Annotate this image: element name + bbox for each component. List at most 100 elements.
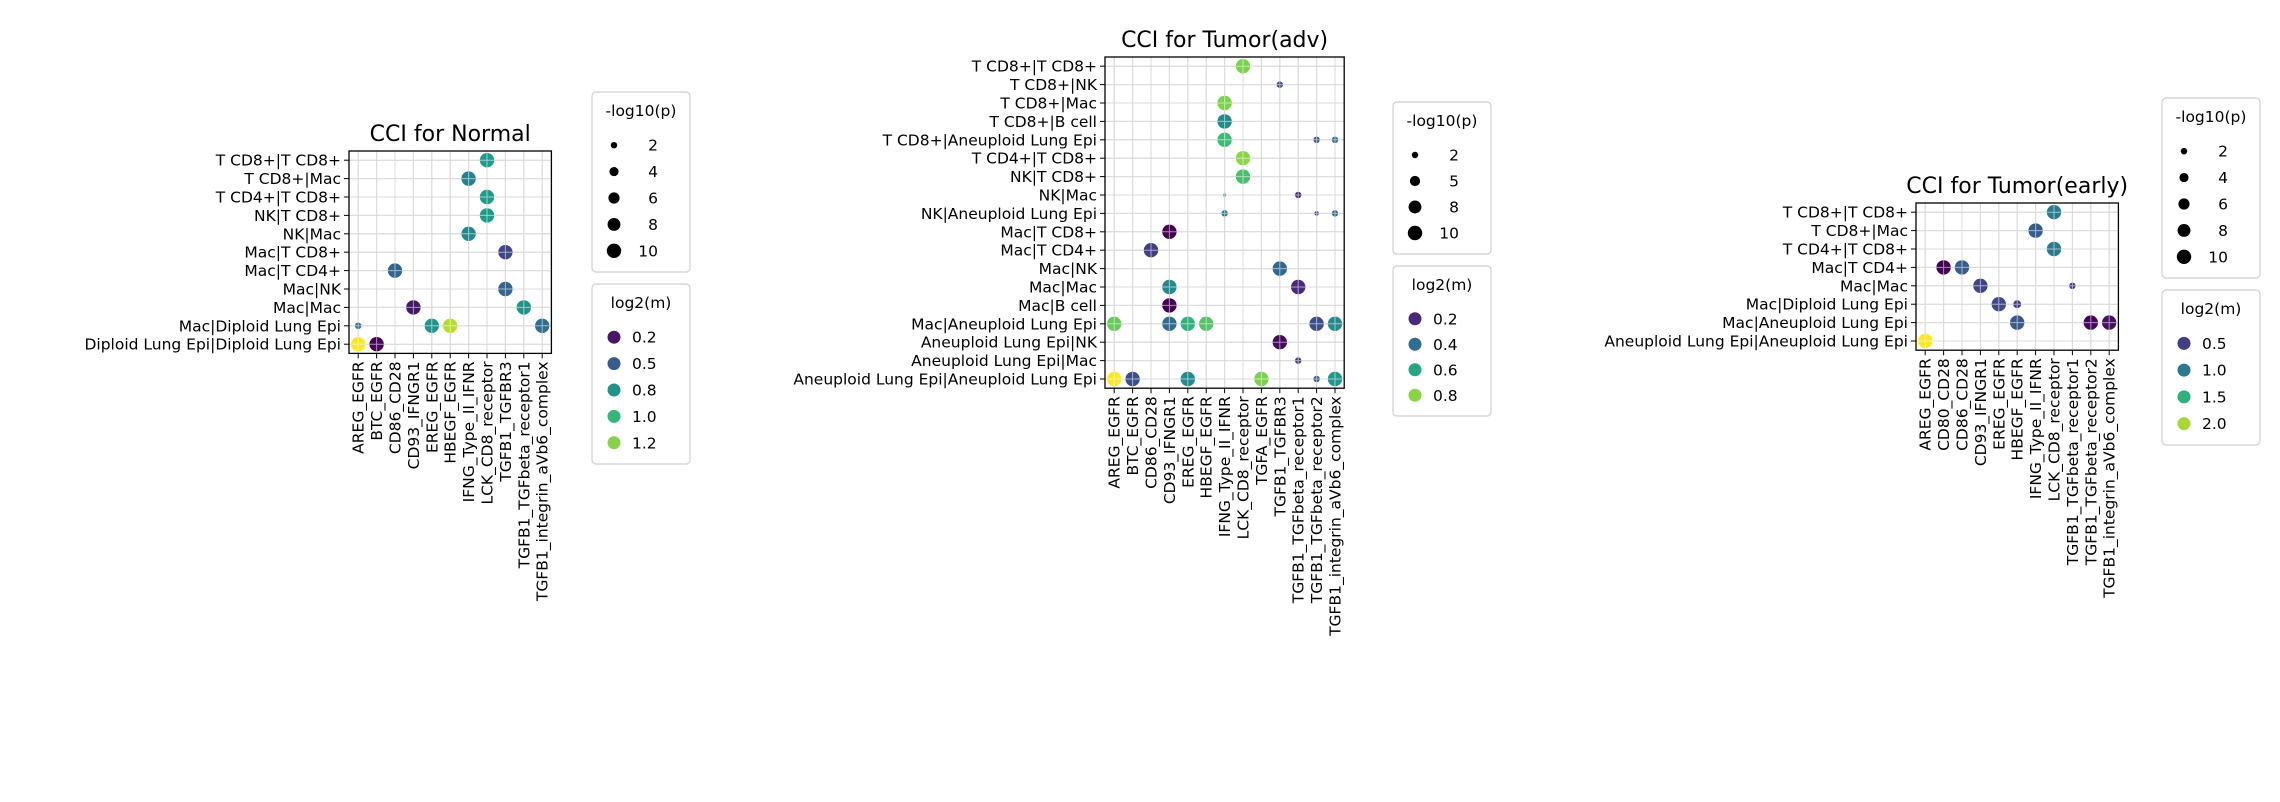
gridlines-overlay	[1105, 57, 1345, 389]
x-tick-label: CD80_CD28	[1935, 358, 1954, 451]
x-tick-label: LCK_CD8_receptor	[2046, 358, 2065, 502]
y-tick-label: NK|Mac	[1039, 187, 1097, 205]
x-tick-label: CD86_CD28	[387, 361, 406, 454]
x-tick-label: TGFB1_integrin_aVb6_complex	[1327, 396, 1346, 637]
x-tick-label: AREG_EGFR	[350, 361, 369, 454]
x-tick-label: BTC_EGFR	[1124, 396, 1143, 475]
y-tick-label: T CD8+|T CD8+	[215, 152, 341, 170]
size-legend-box	[1392, 101, 1492, 255]
y-tick-label: Mac|Diploid Lung Epi	[1746, 296, 1908, 314]
size-legend-label: 6	[648, 190, 658, 208]
x-tick-label: TGFB1_TGFBR3	[1271, 396, 1290, 517]
x-tick-label: CD86_CD28	[1143, 396, 1162, 489]
color-legend-marker	[1408, 312, 1422, 326]
x-tick-label: TGFB1_integrin_aVb6_complex	[2101, 358, 2120, 599]
size-legend-marker	[1411, 151, 1419, 159]
plot-frame	[1915, 202, 2120, 351]
color-legend-label: 1.2	[632, 434, 657, 452]
color-legend-marker	[2177, 336, 2191, 350]
x-tick-label: IFNG_Type_II_IFNR	[460, 361, 479, 502]
size-legend-marker	[1408, 200, 1422, 214]
size-legend-label: 2	[648, 137, 658, 155]
size-legend: -log10(p) 2 4 6 8 10	[2161, 97, 2261, 279]
y-tick-label: T CD8+|Mac	[999, 95, 1097, 113]
color-legend-marker	[1408, 388, 1422, 402]
color-legend-marker	[607, 357, 621, 371]
color-legend-title: log2(m)	[1412, 276, 1473, 294]
y-tick-label: Mac|Aneuploid Lung Epi	[1722, 314, 1908, 332]
y-tick-label: T CD8+|T CD8+	[1782, 204, 1908, 222]
x-tick-label: EREG_EGFR	[423, 361, 442, 453]
size-legend-label: 10	[638, 242, 658, 260]
size-legend-label: 5	[1449, 173, 1459, 191]
color-legend-label: 0.4	[1433, 336, 1458, 354]
y-tick-label: T CD4+|T CD8+	[1782, 241, 1908, 259]
x-tick-label: TGFB1_TGFbeta_receptor1	[515, 361, 534, 569]
y-tick-label: Mac|Mac	[273, 299, 341, 317]
panel-tumor-adv: CCI for Tumor(adv) T CD8+|T CD8+T CD8+|NK…	[793, 28, 1492, 637]
x-tick-label: HBEGF_EGFR	[1198, 396, 1217, 498]
size-legend-marker	[610, 141, 618, 149]
chart-title: CCI for Tumor(adv)	[1121, 28, 1328, 53]
size-legend-label: 6	[2218, 196, 2228, 214]
x-tick-label: TGFA_EGFR	[1253, 396, 1272, 486]
color-legend-box	[1392, 265, 1492, 417]
y-tick-label: Mac|T CD4+	[1000, 242, 1097, 260]
x-tick-label: AREG_EGFR	[1917, 358, 1936, 451]
color-legend-marker	[607, 383, 621, 397]
size-legend-label: 10	[1439, 225, 1459, 243]
color-legend-label: 2.0	[2202, 415, 2227, 433]
y-tick-label: T CD8+|T CD8+	[971, 58, 1097, 76]
size-legend-marker	[606, 243, 622, 258]
color-legend: log2(m) 0.2 0.5 0.8 1.0 1.2	[591, 283, 691, 465]
y-tick-label: T CD8+|B cell	[989, 113, 1097, 131]
x-tick-label: AREG_EGFR	[1106, 396, 1125, 489]
color-legend-box	[2161, 289, 2261, 446]
color-legend-title: log2(m)	[2181, 300, 2242, 318]
x-tick-label: TGFB1_TGFBR3	[497, 361, 516, 482]
y-tick-label: T CD8+|Aneuploid Lung Epi	[882, 131, 1097, 149]
color-legend-label: 0.8	[1433, 387, 1458, 405]
y-tick-label: T CD8+|NK	[1009, 76, 1098, 94]
y-tick-label: Aneuploid Lung Epi|Aneuploid Lung Epi	[1604, 333, 1908, 351]
plot-frame	[1104, 56, 1345, 389]
x-tick-label: CD93_IFNGR1	[1972, 358, 1991, 466]
panel-tumor-early: CCI for Tumor(early) T CD8+|T CD8+T CD8+|…	[1604, 97, 2261, 599]
color-legend-label: 1.0	[2202, 362, 2227, 380]
size-legend-title: -log10(p)	[2176, 108, 2247, 126]
y-tick-label: Aneuploid Lung Epi|Mac	[911, 352, 1097, 370]
x-tick-label: LCK_CD8_receptor	[479, 361, 498, 505]
color-legend-marker	[607, 409, 621, 423]
color-legend-marker	[2177, 390, 2191, 404]
size-legend-label: 8	[2218, 222, 2228, 240]
size-legend-label: 8	[648, 216, 658, 234]
chart-title: CCI for Tumor(early)	[1906, 174, 2128, 199]
plot-frame	[348, 150, 553, 355]
size-legend-marker	[607, 217, 621, 231]
gridlines-overlay	[1916, 203, 2119, 351]
y-tick-label: Diploid Lung Epi|Diploid Lung Epi	[84, 336, 341, 354]
x-tick-label: TGFB1_TGFbeta_receptor2	[2082, 358, 2101, 566]
y-tick-label: Mac|T CD8+	[244, 244, 341, 262]
size-legend-title: -log10(p)	[1407, 112, 1478, 130]
color-legend-marker	[607, 436, 621, 450]
y-tick-label: Aneuploid Lung Epi|Aneuploid Lung Epi	[793, 371, 1097, 389]
y-tick-label: Mac|NK	[1039, 260, 1098, 278]
color-legend-marker	[607, 330, 621, 344]
y-tick-label: T CD8+|Mac	[243, 170, 341, 188]
x-tick-label: TGFB1_TGFbeta_receptor1	[1290, 396, 1309, 604]
y-tick-label: NK|T CD8+	[254, 207, 341, 225]
color-legend: log2(m) 0.5 1.0 1.5 2.0	[2161, 289, 2261, 446]
x-tick-label: LCK_CD8_receptor	[1235, 396, 1254, 540]
size-legend-marker	[2176, 249, 2192, 264]
gridlines-overlay	[349, 151, 552, 354]
size-legend-marker	[2177, 223, 2191, 237]
size-legend-marker	[2179, 173, 2189, 183]
x-tick-label: EREG_EGFR	[1990, 358, 2009, 450]
x-tick-label: CD93_IFNGR1	[1161, 396, 1180, 504]
y-tick-label: T CD4+|T CD8+	[971, 150, 1097, 168]
y-tick-label: Mac|Mac	[1029, 279, 1097, 297]
y-tick-label: NK|T CD8+	[1010, 168, 1097, 186]
y-tick-label: Mac|Diploid Lung Epi	[179, 317, 341, 335]
